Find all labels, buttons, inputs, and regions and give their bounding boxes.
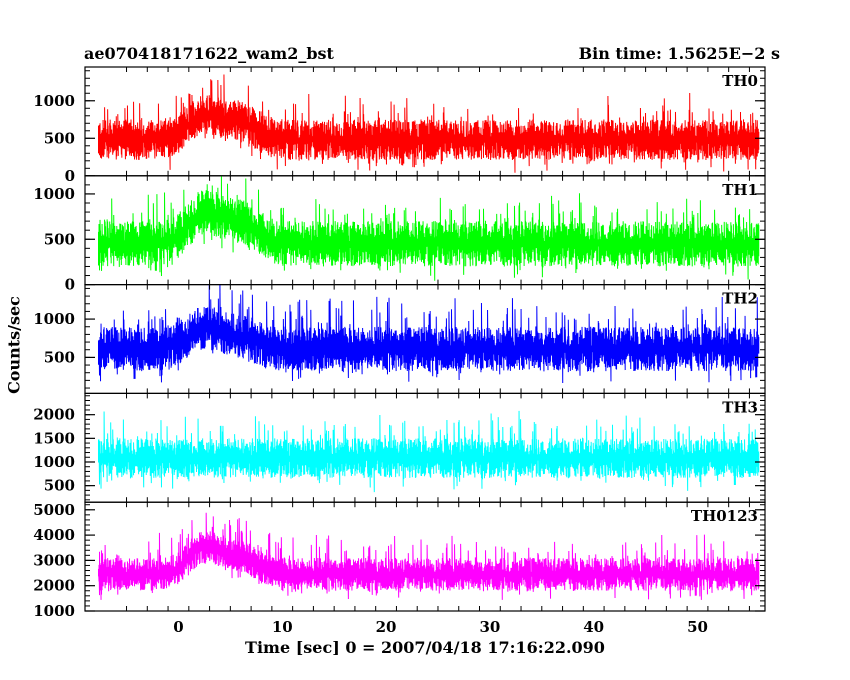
y-tick-label: 1000 — [33, 602, 75, 620]
series-trace-th2 — [98, 284, 760, 384]
panel-label-th0123: TH0123 — [691, 507, 758, 525]
x-tick-label: 20 — [376, 618, 397, 636]
y-tick-label: 1000 — [33, 310, 75, 328]
y-tick-label: 500 — [44, 230, 75, 248]
x-tick-label: 50 — [687, 618, 708, 636]
y-tick-label: 500 — [44, 477, 75, 495]
y-tick-label: 500 — [44, 129, 75, 147]
x-tick-label: 10 — [272, 618, 293, 636]
y-tick-label: 1000 — [33, 453, 75, 471]
y-tick-label: 5000 — [33, 501, 75, 519]
y-tick-label: 2000 — [33, 577, 75, 595]
panel-label-th2: TH2 — [722, 290, 758, 308]
bin-time-label: Bin time: 1.5625E−2 s — [578, 44, 780, 63]
chart-title: ae070418171622_wam2_bst — [84, 44, 334, 63]
y-tick-label: 4000 — [33, 526, 75, 544]
series-trace-th1 — [98, 175, 760, 281]
y-tick-label: 0 — [65, 276, 75, 294]
y-tick-label: 1000 — [33, 185, 75, 203]
y-axis-label: Counts/sec — [4, 296, 24, 394]
series-trace-th3 — [98, 410, 760, 493]
x-tick-label: 40 — [583, 618, 604, 636]
y-tick-label: 500 — [44, 348, 75, 366]
y-tick-label: 3000 — [33, 551, 75, 569]
panel-frame-th0123 — [84, 501, 766, 612]
y-tick-label: 1500 — [33, 429, 75, 447]
y-tick-label: 0 — [65, 167, 75, 185]
series-trace-th0 — [98, 74, 760, 173]
panel-label-th0: TH0 — [722, 72, 758, 90]
y-tick-label: 1000 — [33, 92, 75, 110]
x-tick-label: 0 — [173, 618, 183, 636]
series-trace-th0123 — [98, 512, 760, 600]
x-axis-label: Time [sec] 0 = 2007/04/18 17:16:22.090 — [245, 638, 605, 657]
x-tick-label: 30 — [479, 618, 500, 636]
panel-label-th1: TH1 — [722, 181, 758, 199]
y-tick-label: 2000 — [33, 406, 75, 424]
panel-label-th3: TH3 — [722, 398, 758, 416]
